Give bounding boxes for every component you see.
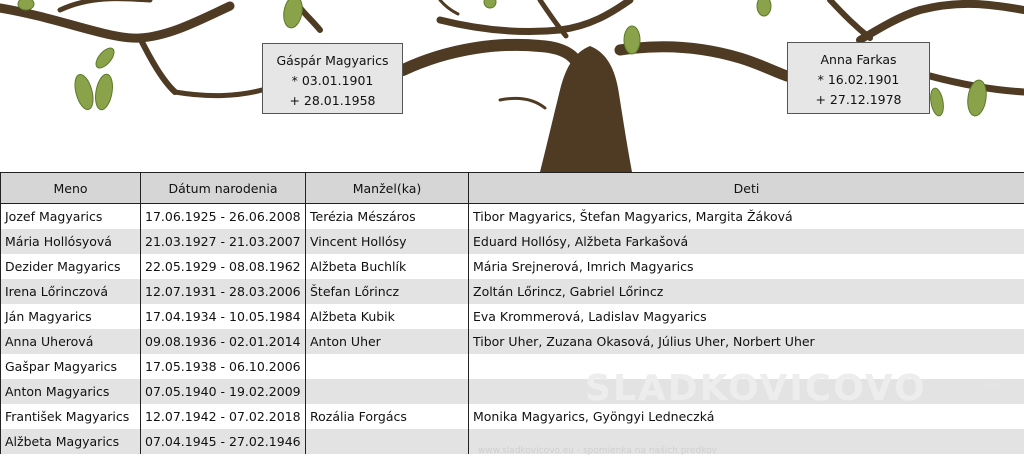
- cell-spouse: Rozália Forgács: [305, 404, 469, 429]
- table-row: Dezider Magyarics 22.05.1929 - 08.08.1962…: [0, 254, 1024, 279]
- cell-children: [468, 379, 1024, 404]
- cell-children: Monika Magyarics, Gyöngyi Ledneczká: [468, 404, 1024, 429]
- cell-dates: 21.03.1927 - 21.03.2007: [140, 229, 306, 254]
- mother-card: Anna Farkas * 16.02.1901 + 27.12.1978: [787, 42, 930, 114]
- mother-died: + 27.12.1978: [815, 92, 902, 107]
- cell-name: Dezider Magyarics: [0, 254, 141, 279]
- table-row: Alžbeta Magyarics 07.04.1945 - 27.02.1946: [0, 429, 1024, 454]
- tree-trunk: [540, 46, 632, 172]
- cell-dates: 22.05.1929 - 08.08.1962: [140, 254, 306, 279]
- cell-dates: 17.05.1938 - 06.10.2006: [140, 354, 306, 379]
- table-row: Anton Magyarics 07.05.1940 - 19.02.2009: [0, 379, 1024, 404]
- cell-spouse: Terézia Mészáros: [305, 203, 469, 229]
- header-spouse: Manžel(ka): [305, 172, 469, 204]
- cell-children: Eva Krommerová, Ladislav Magyarics: [468, 304, 1024, 329]
- cell-name: Gašpar Magyarics: [0, 354, 141, 379]
- cell-name: František Magyarics: [0, 404, 141, 429]
- cell-name: Mária Hollósyová: [0, 229, 141, 254]
- cell-name: Alžbeta Magyarics: [0, 429, 141, 454]
- cell-children: [468, 429, 1024, 454]
- family-tree-illustration: [0, 0, 1024, 172]
- cell-name: Jozef Magyarics: [0, 203, 141, 229]
- cell-dates: 17.06.1925 - 26.06.2008: [140, 203, 306, 229]
- footer-note: www.sladkovicovo.eu - spomienka na našic…: [478, 446, 717, 456]
- header-children: Deti: [468, 172, 1024, 204]
- cell-dates: 17.04.1934 - 10.05.1984: [140, 304, 306, 329]
- cell-children: Tibor Magyarics, Štefan Magyarics, Margi…: [468, 203, 1024, 229]
- father-died: + 28.01.1958: [289, 93, 376, 108]
- father-card: Gáspár Magyarics * 03.01.1901 + 28.01.19…: [262, 43, 403, 114]
- cell-spouse: Alžbeta Buchlík: [305, 254, 469, 279]
- header-name: Meno: [0, 172, 141, 204]
- cell-name: Anton Magyarics: [0, 379, 141, 404]
- cell-name: Irena Lőrinczová: [0, 279, 141, 304]
- cell-spouse: [305, 354, 469, 379]
- cell-dates: 09.08.1936 - 02.01.2014: [140, 329, 306, 354]
- father-born: * 03.01.1901: [291, 73, 374, 88]
- cell-spouse: [305, 429, 469, 454]
- father-name: Gáspár Magyarics: [276, 53, 389, 68]
- children-table: Meno Dátum narodenia Manžel(ka) Deti Joz…: [0, 172, 1024, 454]
- header-dates: Dátum narodenia: [140, 172, 306, 204]
- table-row: Ján Magyarics 17.04.1934 - 10.05.1984 Alžb…: [0, 304, 1024, 329]
- cell-spouse: Štefan Lőrincz: [305, 279, 469, 304]
- cell-dates: 07.05.1940 - 19.02.2009: [140, 379, 306, 404]
- cell-spouse: Alžbeta Kubik: [305, 304, 469, 329]
- cell-dates: 07.04.1945 - 27.02.1946: [140, 429, 306, 454]
- cell-dates: 12.07.1931 - 28.03.2006: [140, 279, 306, 304]
- cell-spouse: Vincent Hollósy: [305, 229, 469, 254]
- table-row: Gašpar Magyarics 17.05.1938 - 06.10.2006: [0, 354, 1024, 379]
- table-row: Anna Uherová 09.08.1936 - 02.01.2014 Anton…: [0, 329, 1024, 354]
- cell-name: Anna Uherová: [0, 329, 141, 354]
- site-watermark-suffix: .eu: [982, 378, 1001, 392]
- mother-name: Anna Farkas: [820, 52, 897, 67]
- mother-born: * 16.02.1901: [817, 72, 900, 87]
- table-row: František Magyarics 12.07.1942 - 07.02.20…: [0, 404, 1024, 429]
- cell-children: [468, 354, 1024, 379]
- cell-spouse: Anton Uher: [305, 329, 469, 354]
- cell-dates: 12.07.1942 - 07.02.2018: [140, 404, 306, 429]
- table-header-row: Meno Dátum narodenia Manžel(ka) Deti: [0, 172, 1024, 204]
- table-row: Mária Hollósyová 21.03.1927 - 21.03.2007 V…: [0, 229, 1024, 254]
- cell-children: Tibor Uher, Zuzana Okasová, Július Uher,…: [468, 329, 1024, 354]
- cell-name: Ján Magyarics: [0, 304, 141, 329]
- table-row: Jozef Magyarics 17.06.1925 - 26.06.2008 Te…: [0, 203, 1024, 229]
- cell-children: Mária Srejnerová, Imrich Magyarics: [468, 254, 1024, 279]
- cell-children: Eduard Hollósy, Alžbeta Farkašová: [468, 229, 1024, 254]
- cell-spouse: [305, 379, 469, 404]
- cell-children: Zoltán Lőrincz, Gabriel Lőrincz: [468, 279, 1024, 304]
- site-watermark: SLADKOVICOVO: [585, 368, 927, 409]
- table-row: Irena Lőrinczová 12.07.1931 - 28.03.2006 Š…: [0, 279, 1024, 304]
- tree-leaves: [17, 0, 987, 117]
